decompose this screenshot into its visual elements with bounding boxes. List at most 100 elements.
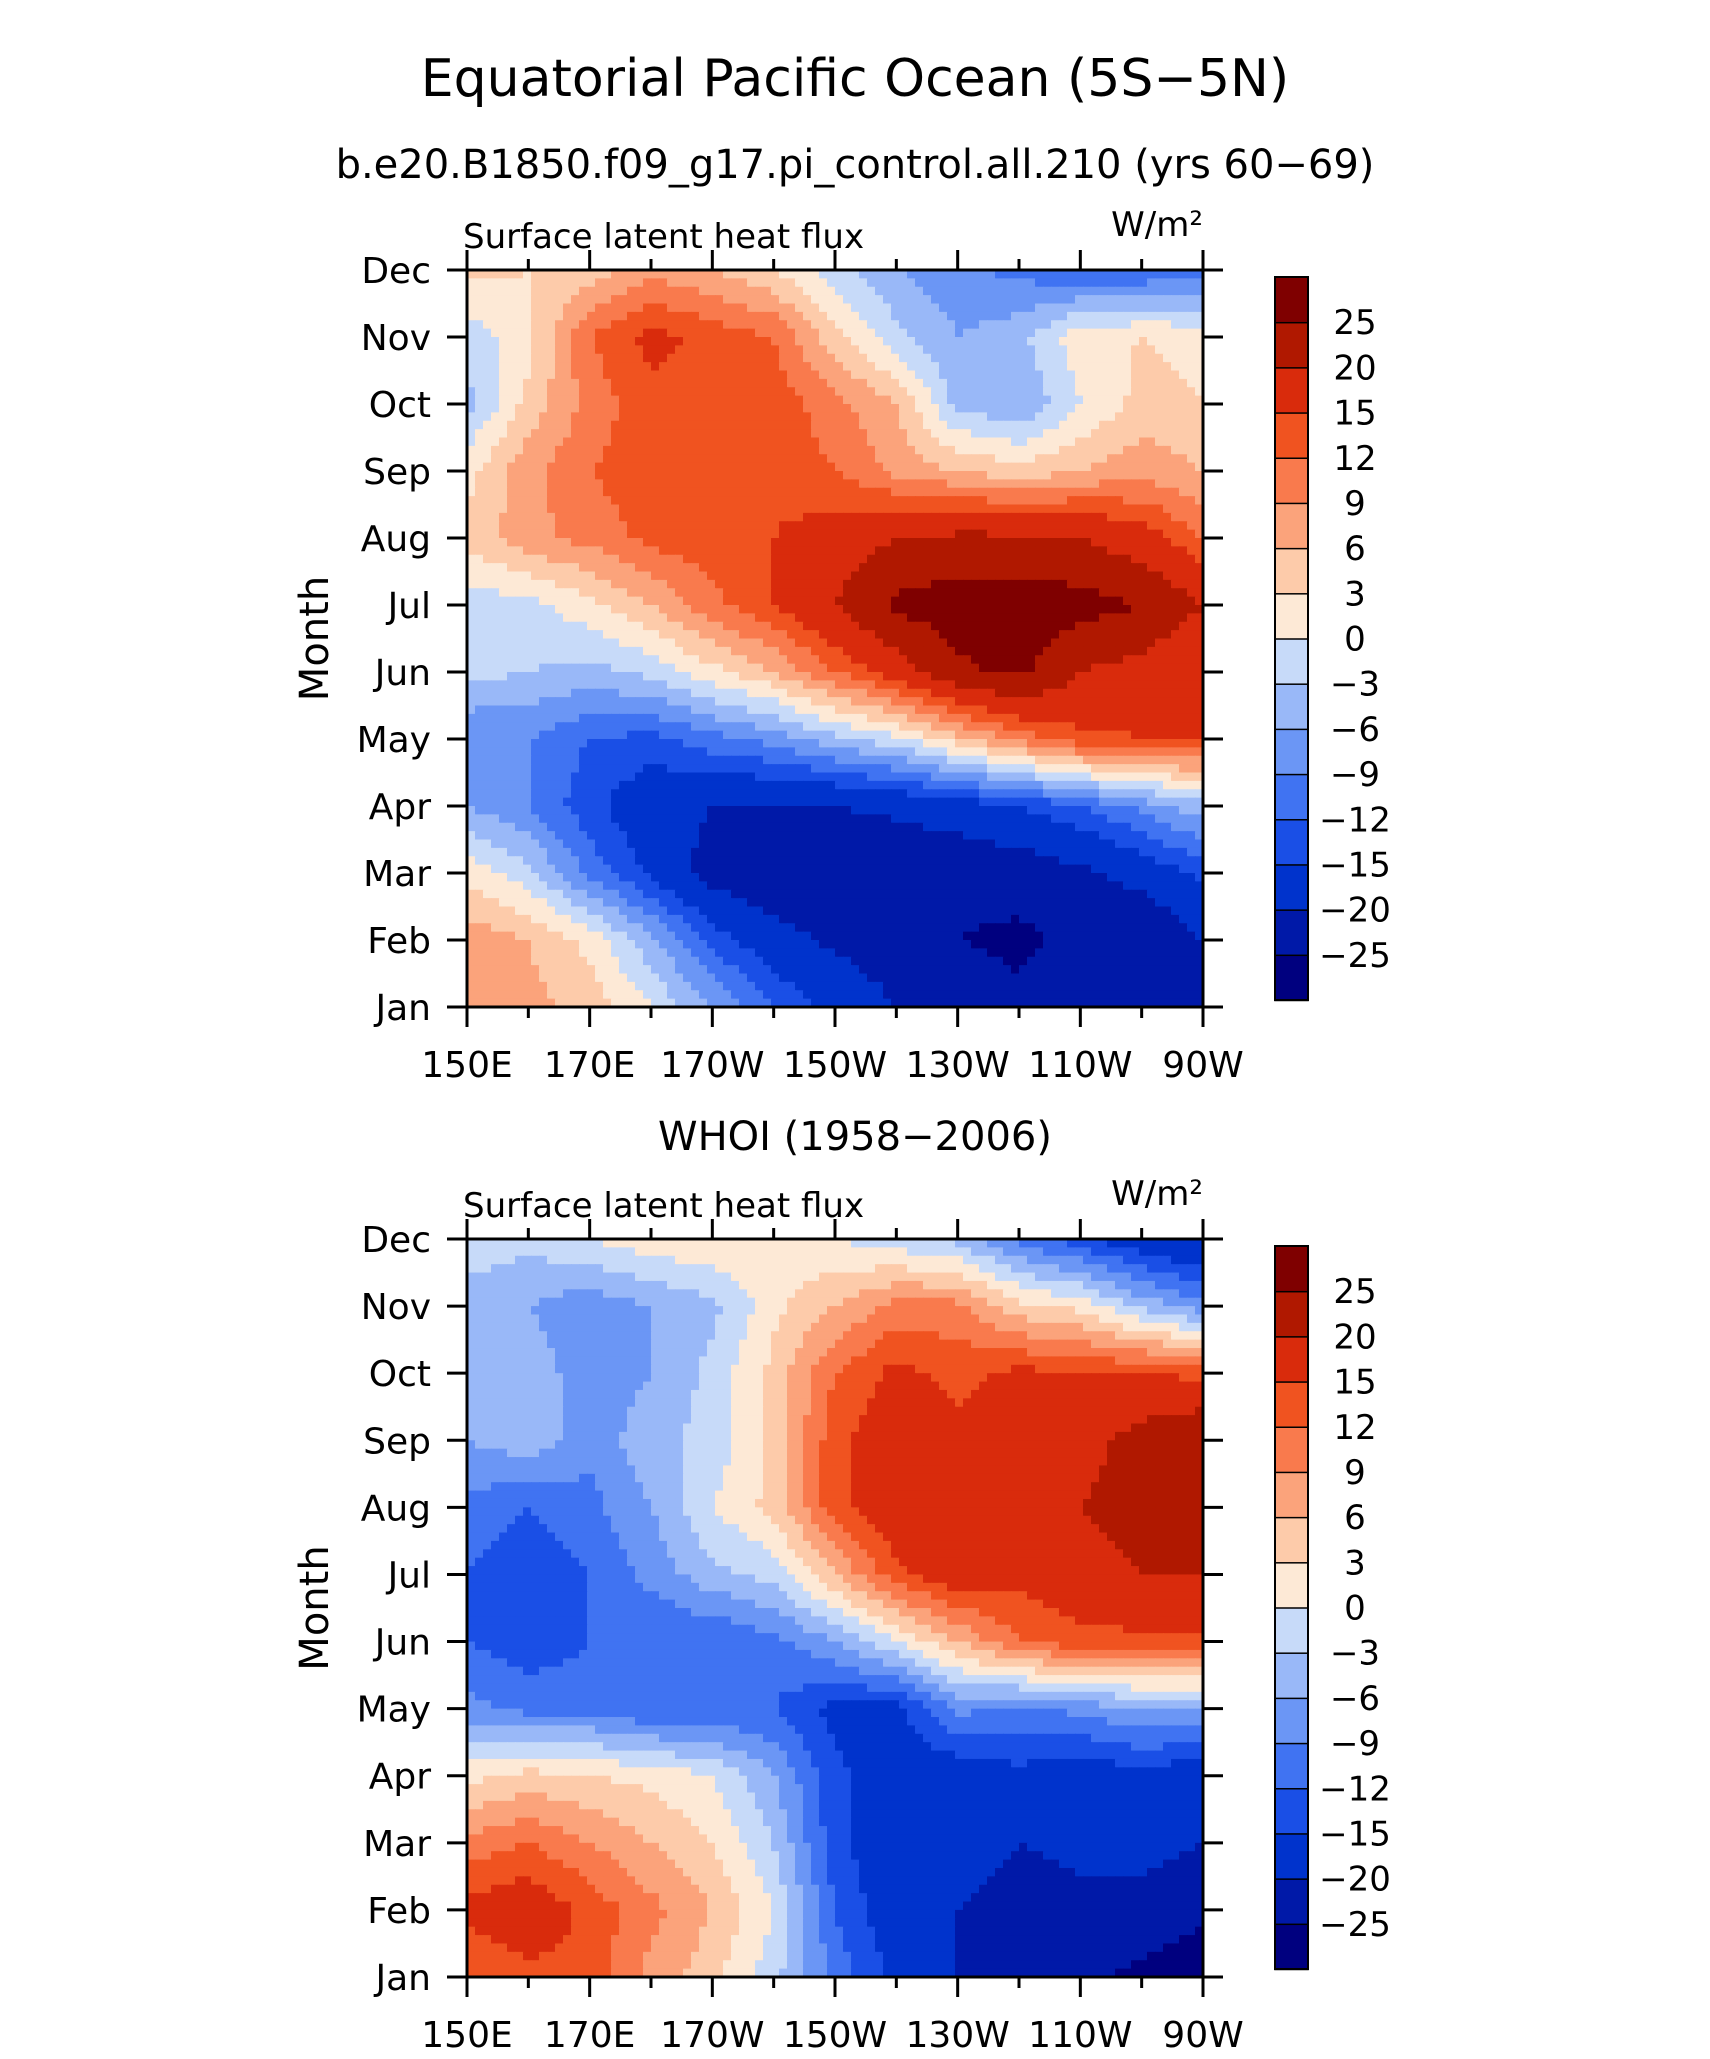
field-cell [667,337,676,346]
field-cell [603,337,612,346]
field-cell [755,706,764,715]
field-cell [1163,379,1172,388]
field-cell [675,479,684,488]
field-cell [867,396,876,405]
field-cell [811,387,820,396]
field-cell [587,672,596,681]
field-cell [555,505,564,514]
field-cell [1123,337,1132,346]
field-cell [571,546,580,555]
field-cell [1155,622,1164,631]
field-cell [635,546,644,555]
field-cell [1131,580,1140,589]
field-cell [939,287,948,296]
field-cell [515,538,524,547]
field-cell [1075,706,1084,715]
field-cell [627,580,636,589]
field-cell [811,647,820,656]
field-cell [787,379,796,388]
field-cell [739,471,748,480]
field-cell [1107,505,1116,514]
field-cell [571,655,580,664]
field-cell [971,521,980,530]
field-cell [915,513,924,522]
field-cell [1011,580,1020,589]
field-cell [1059,697,1068,706]
field-cell [595,396,604,405]
field-cell [491,337,500,346]
field-cell [795,697,804,706]
field-cell [907,278,916,287]
field-cell [539,412,548,421]
field-cell [603,580,612,589]
field-cell [859,345,868,354]
field-cell [827,412,836,421]
field-cell [795,329,804,338]
field-cell [1163,287,1172,296]
field-cell [1187,572,1196,581]
field-cell [1171,630,1180,639]
field-cell [1051,320,1060,329]
field-cell [1107,630,1116,639]
field-cell [491,329,500,338]
field-cell [971,362,980,371]
field-cell [675,622,684,631]
field-cell [747,304,756,313]
field-cell [1139,287,1148,296]
field-cell [835,446,844,455]
field-cell [547,463,556,472]
field-cell [499,580,508,589]
field-cell [1051,613,1060,622]
field-cell [1155,312,1164,321]
field-cell [523,454,532,463]
field-cell [795,647,804,656]
field-cell [555,597,564,606]
field-cell [627,404,636,413]
field-cell [963,278,972,287]
field-cell [627,521,636,530]
field-cell [859,429,868,438]
field-cell [1019,714,1028,723]
field-cell [795,304,804,313]
field-cell [747,706,756,715]
field-cell [547,572,556,581]
field-cell [947,588,956,597]
field-cell [1171,345,1180,354]
field-cell [827,337,836,346]
field-cell [635,329,644,338]
field-cell [1163,429,1172,438]
field-cell [1043,329,1052,338]
field-cell [1155,354,1164,363]
field-cell [955,572,964,581]
field-cell [1043,689,1052,698]
field-cell [1147,345,1156,354]
field-cell [819,639,828,648]
field-cell [843,429,852,438]
field-cell [1075,429,1084,438]
field-cell [563,421,572,430]
field-cell [491,530,500,539]
field-cell [1115,622,1124,631]
field-cell [675,505,684,514]
field-cell [643,555,652,564]
field-cell [547,622,556,631]
field-cell [939,354,948,363]
field-cell [1115,404,1124,413]
field-cell [1003,488,1012,497]
field-cell [755,714,764,723]
field-cell [475,613,484,622]
field-cell [851,446,860,455]
field-cell [947,429,956,438]
field-cell [923,479,932,488]
field-cell [747,521,756,530]
field-cell [923,505,932,514]
field-cell [659,387,668,396]
field-cell [699,622,708,631]
field-cell [739,563,748,572]
field-cell [851,580,860,589]
field-cell [1035,362,1044,371]
field-cell [859,312,868,321]
field-cell [1123,546,1132,555]
field-cell [1059,680,1068,689]
field-cell [1123,538,1132,547]
